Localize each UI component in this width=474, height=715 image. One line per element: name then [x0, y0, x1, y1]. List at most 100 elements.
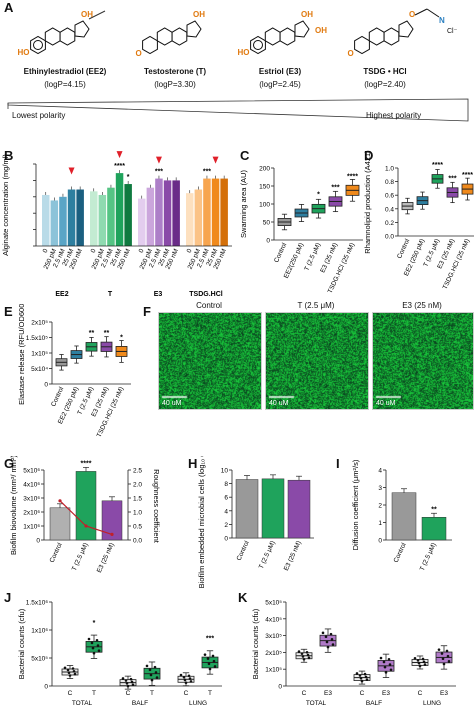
d-significance: *** [448, 175, 456, 182]
e-y-tick-label: 1.5x10⁵ [26, 335, 49, 342]
k-data-point [382, 660, 386, 664]
e3-ring-b [264, 27, 281, 46]
j-data-point [125, 682, 129, 685]
scale-bar-label: 40 uM [269, 400, 289, 407]
compound-name-t: Testosterone (T) [143, 67, 207, 76]
h-y-label: Biofilm embedded microbial cells (log₁₀ … [197, 456, 206, 588]
j-data-point [87, 637, 91, 641]
j-data-point [66, 668, 70, 672]
b-y-label: Alginate concentration (mg/ml) [1, 154, 10, 256]
e-y-label: Elastase release (RFU/OD600) [17, 304, 26, 405]
k-data-point [326, 645, 330, 649]
k-data-point [300, 652, 304, 655]
j-data-point [131, 683, 135, 687]
i-x-tick-label: Control [393, 541, 408, 563]
tsdg-ring-b [368, 27, 385, 46]
g-y2-tick-label: 1.5 [133, 496, 142, 503]
e3-aromatic-circle [253, 40, 263, 50]
k-data-point [307, 656, 311, 660]
e3-hydroxyl: HO [238, 48, 250, 57]
k-data-point [325, 640, 329, 644]
k-data-point [445, 649, 449, 653]
h-x-tick-label: E3 (25 nM) [283, 540, 303, 572]
k-data-point [388, 663, 392, 666]
structures-group [30, 8, 440, 55]
b-x-tick-label: 0 [138, 248, 146, 255]
c-significance: **** [347, 173, 358, 180]
b-group-label: EE2 [55, 291, 68, 298]
k-group-label: BALF [366, 700, 382, 707]
j-x-tick-label: T [92, 690, 96, 697]
k-data-point [329, 632, 333, 636]
panel-label-i: I [336, 456, 340, 471]
e-y-tick-label: 1x10⁵ [31, 351, 48, 358]
k-data-point [305, 650, 309, 654]
g-y-tick-label: 4x10⁶ [23, 482, 40, 489]
k-x-tick-label: E3 [382, 690, 390, 697]
k-data-point [330, 638, 334, 641]
k-data-point [379, 656, 383, 660]
ee2-ring-a [30, 35, 46, 55]
e-significance: ** [89, 330, 95, 337]
panel-label-c: C [240, 148, 250, 163]
k-data-point [321, 631, 325, 635]
b-significance: * [127, 174, 130, 181]
k-data-point [302, 657, 306, 661]
d-y-tick-label: 0.0 [385, 234, 394, 241]
c-x-tick-label: T (2.5 μM) [303, 242, 322, 272]
j-x-tick-label: C [184, 690, 189, 697]
micrograph-control: 40 uM [158, 312, 262, 410]
g-y2-label: Roughness coefficient [152, 469, 161, 544]
j-significance: *** [206, 635, 214, 642]
compound-logp-ee2: (logP=4.15) [44, 80, 86, 89]
h-y-tick-label: 0 [224, 536, 228, 543]
j-data-point [150, 678, 154, 682]
k-data-point [423, 663, 427, 666]
k-data-point [297, 650, 301, 653]
chart-bacterial-e3: 0 1x10⁵ 2x10⁵ 3x10⁵ 4x10⁵ 5x10⁵ Bacterial coun… [251, 600, 456, 707]
i-y-tick-label: 4 [378, 468, 382, 475]
c-x-tick-label: Control [273, 241, 288, 263]
g-roughness-point [58, 499, 62, 503]
j-data-point [155, 676, 159, 679]
i-significance: ** [431, 506, 437, 513]
e-x-tick-label: Control [50, 385, 65, 407]
h-y-tick-label: 8 [224, 481, 228, 488]
k-data-point [389, 668, 393, 672]
b-bar [115, 173, 124, 246]
k-data-point [360, 679, 364, 683]
h-y-tick-label: 4 [224, 508, 228, 515]
b-red-arrow [155, 156, 162, 164]
panel-label-j: J [4, 590, 12, 605]
compound-name-e3: Estriol (E3) [258, 67, 302, 76]
d-x-tick-label: Control [396, 237, 411, 259]
j-data-point [149, 673, 153, 677]
t-ring-a [142, 35, 158, 55]
j-data-point [96, 644, 100, 647]
j-group-label: BALF [132, 700, 148, 707]
j-data-point [67, 671, 71, 674]
b-red-arrow [68, 167, 75, 175]
micrograph-caption: Control [196, 301, 222, 310]
k-data-point [363, 672, 367, 676]
k-data-point [416, 659, 420, 662]
g-roughness-point [110, 532, 114, 536]
tsdg-amine: N [439, 16, 445, 25]
k-data-point [440, 652, 444, 655]
g-y2-tick-label: 2.5 [133, 468, 142, 475]
k-data-point [364, 675, 368, 679]
t-ketone: O [136, 49, 142, 58]
c-y-tick-label: 150 [259, 184, 270, 191]
k-data-point [331, 643, 335, 646]
b-group-label: TSDG.HCl [189, 291, 223, 298]
k-y-label: Bacterial counts (cfu) [251, 608, 260, 679]
j-y-tick-label: 0 [44, 684, 48, 691]
k-data-point [446, 654, 450, 658]
k-group-label: TOTAL [306, 700, 327, 707]
micrograph-e3: 40 uM [372, 312, 474, 410]
g-y-tick-label: 3x10⁶ [23, 496, 40, 503]
j-data-point [73, 672, 77, 676]
g-roughness-point [84, 524, 88, 528]
